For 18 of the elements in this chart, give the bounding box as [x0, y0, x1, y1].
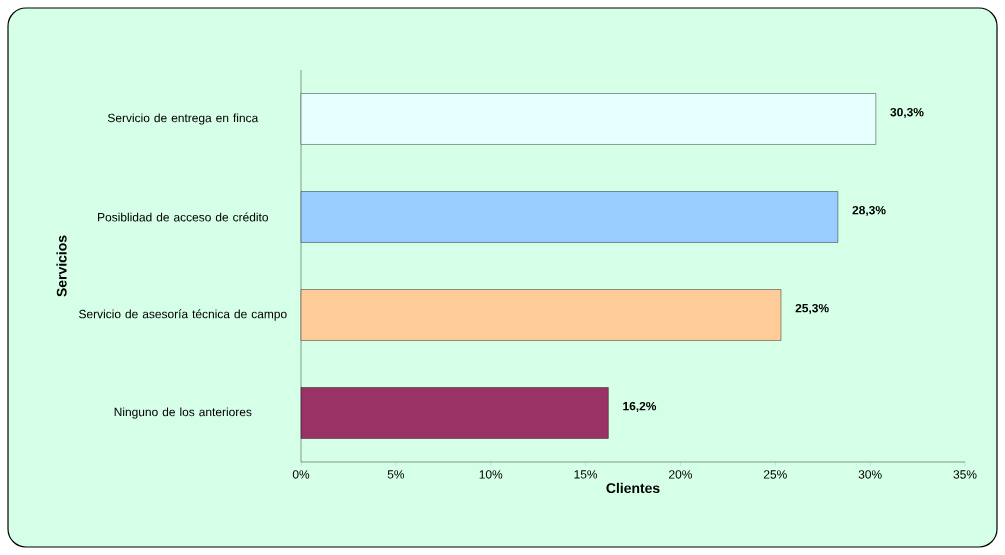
- y-tick-label: Servicio de entrega en finca: [107, 113, 259, 125]
- y-axis-title: Servicios: [56, 235, 67, 297]
- x-tick-label: 10%: [479, 470, 503, 479]
- x-tick-label: 15%: [574, 470, 598, 479]
- data-label: 28,3%: [852, 205, 886, 217]
- data-label: 16,2%: [623, 401, 657, 413]
- x-tick-label: 5%: [387, 470, 405, 479]
- x-tick-label: 0%: [292, 470, 310, 479]
- data-label: 30,3%: [890, 107, 924, 119]
- x-axis-title: Clientes: [606, 482, 660, 494]
- y-tick-label: Servicio de asesoría técnica de campo: [79, 309, 287, 321]
- y-tick-label: Ninguno de los anteriores: [114, 407, 252, 419]
- x-tick-label: 25%: [763, 470, 787, 479]
- x-tick-label: 30%: [858, 470, 882, 479]
- x-tick-label: 20%: [669, 470, 692, 479]
- x-tick-label: 35%: [953, 470, 977, 479]
- y-tick-label: Posiblidad de acceso de crédito: [98, 212, 269, 222]
- data-label: 25,3%: [795, 303, 829, 315]
